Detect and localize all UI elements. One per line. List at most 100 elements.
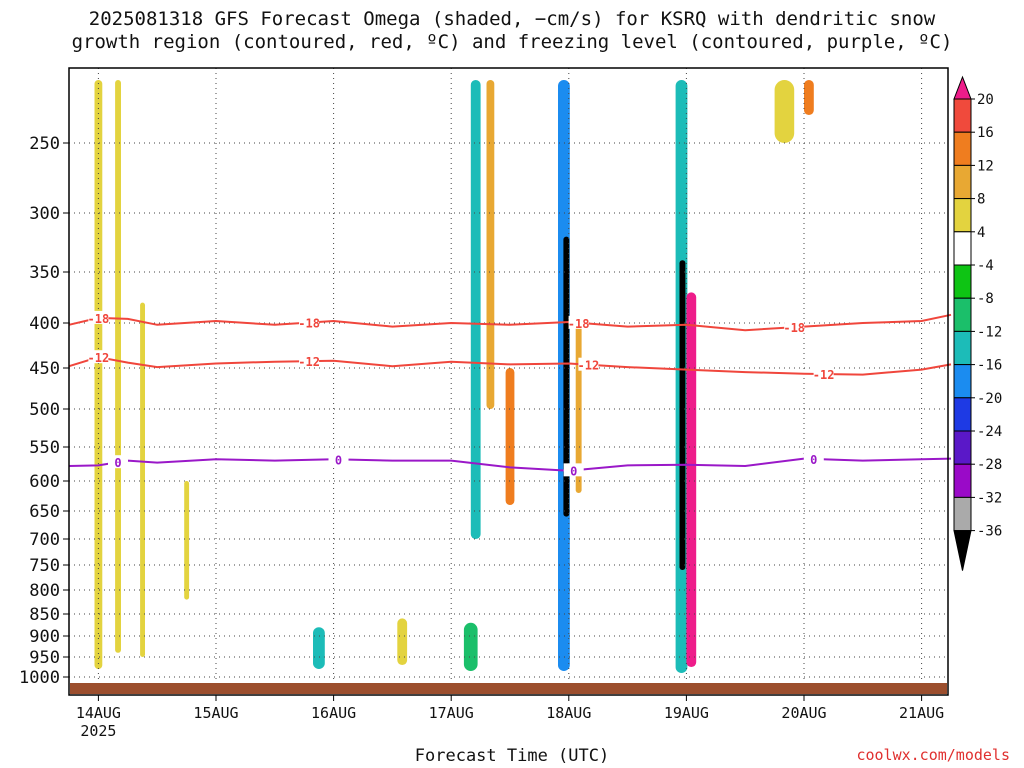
colorbar-label: -8	[977, 291, 994, 307]
omega-region	[313, 627, 325, 669]
colorbar-label: 20	[977, 92, 994, 108]
ground-surface	[70, 683, 947, 694]
y-tick-label: 800	[29, 581, 60, 601]
contour-label-bg	[88, 350, 109, 364]
omega-region	[94, 80, 103, 669]
plot-frame	[68, 67, 949, 696]
title-line-2: growth region (contoured, red, ºC) and f…	[71, 31, 953, 53]
contour-label-bg	[568, 315, 589, 329]
chart-title: 2025081318 GFS Forecast Omega (shaded, −…	[0, 8, 1024, 54]
omega-region	[470, 80, 481, 539]
contour-label-bg	[88, 310, 109, 324]
contour-label-bg	[784, 320, 805, 334]
contour-label: 0	[810, 453, 817, 467]
omega-region	[774, 80, 795, 143]
y-axis: 2503003504004505005506006507007508008509…	[19, 134, 69, 688]
x-tick-label: 18AUG	[546, 704, 591, 722]
colorbar-swatch	[953, 231, 972, 266]
omega-shading	[94, 80, 814, 673]
contour-label: -18	[783, 321, 805, 335]
y-tick-label: 550	[29, 438, 60, 458]
colorbar: 20 16 12 8 4 -4 -8 -12 -16 -20 -24 -28 -32 -36	[953, 75, 1002, 571]
y-tick-label: 650	[29, 502, 60, 522]
contour-label: 0	[335, 453, 342, 467]
omega-region	[463, 622, 478, 671]
x-tick-label: 16AUG	[311, 704, 356, 722]
colorbar-label: 16	[977, 125, 994, 141]
colorbar-label: -36	[977, 524, 1002, 540]
colorbar-swatch	[953, 264, 972, 299]
colorbar-label: -28	[977, 457, 1002, 473]
colorbar-swatch	[953, 397, 972, 432]
contours: -18 -18 -18 -18 -12 -12 -12 -12 0 0 0 0	[68, 310, 952, 478]
y-tick-label: 400	[29, 314, 60, 334]
y-tick-label: 950	[29, 648, 60, 668]
x-tick-sublabel: 2025	[80, 722, 116, 740]
omega-region	[686, 292, 697, 667]
contour-label: -12	[88, 351, 110, 365]
contour-label: -18	[298, 317, 320, 331]
x-tick-label: 19AUG	[664, 704, 709, 722]
y-tick-label: 900	[29, 627, 60, 647]
contour-label: -18	[88, 312, 110, 326]
x-tick-label: 21AUG	[899, 704, 944, 722]
omega-region	[115, 80, 121, 653]
colorbar-cap-top	[953, 75, 972, 100]
colorbar-label: 4	[977, 225, 985, 241]
y-tick-label: 1000	[19, 668, 60, 688]
omega-region	[505, 368, 515, 505]
colorbar-swatch	[953, 330, 972, 366]
colorbar-swatch	[953, 297, 972, 332]
colorbar-label: -4	[977, 258, 994, 274]
colorbar-swatch	[953, 463, 972, 498]
omega-region	[679, 260, 686, 570]
colorbar-label: -12	[977, 324, 1002, 340]
contour-label-bg	[108, 455, 128, 469]
y-tick-label: 700	[29, 530, 60, 550]
colorbar-swatch	[953, 131, 972, 166]
contour-label: 0	[570, 464, 577, 478]
contour-label-bg	[813, 367, 834, 381]
y-tick-label: 450	[29, 359, 60, 379]
y-tick-label: 250	[29, 134, 60, 154]
colorbar-label: -32	[977, 490, 1002, 506]
contour-label-bg	[578, 357, 599, 371]
omega-region	[397, 618, 408, 665]
contour-label-bg	[803, 451, 824, 465]
colorbar-label: -24	[977, 424, 1002, 440]
x-tick-label: 15AUG	[193, 704, 238, 722]
contour-label-bg	[328, 452, 349, 466]
colorbar-swatch	[953, 98, 972, 133]
y-tick-label: 750	[29, 556, 60, 576]
contour-label: -12	[813, 368, 835, 382]
y-tick-label: 300	[29, 204, 60, 224]
omega-region	[140, 302, 145, 657]
colorbar-label: 12	[977, 158, 994, 174]
colorbar-label: -20	[977, 391, 1002, 407]
contour-label-bg	[299, 354, 320, 368]
y-tick-label: 600	[29, 472, 60, 492]
omega-region	[184, 481, 190, 600]
x-tick-label: 14AUG	[76, 704, 121, 722]
y-tick-label: 850	[29, 605, 60, 625]
contour--18	[68, 313, 952, 332]
contour-label: -12	[578, 359, 600, 373]
contour-label-bg	[299, 315, 320, 329]
contour-label: 0	[114, 456, 121, 470]
x-tick-label: 20AUG	[781, 704, 826, 722]
colorbar-label: -16	[977, 358, 1002, 374]
omega-region	[486, 80, 495, 409]
colorbar-cap-bottom	[953, 530, 972, 571]
contour-label-bg	[563, 463, 584, 477]
y-tick-label: 500	[29, 400, 60, 420]
ground-fill	[70, 683, 947, 694]
colorbar-swatch	[953, 198, 972, 233]
colorbar-swatch	[953, 430, 972, 465]
omega-region	[804, 80, 814, 115]
credit-link[interactable]: coolwx.com/models	[856, 746, 1010, 764]
contour-label: -12	[298, 355, 320, 369]
title-line-1: 2025081318 GFS Forecast Omega (shaded, −…	[88, 8, 936, 30]
y-tick-label: 350	[29, 263, 60, 283]
